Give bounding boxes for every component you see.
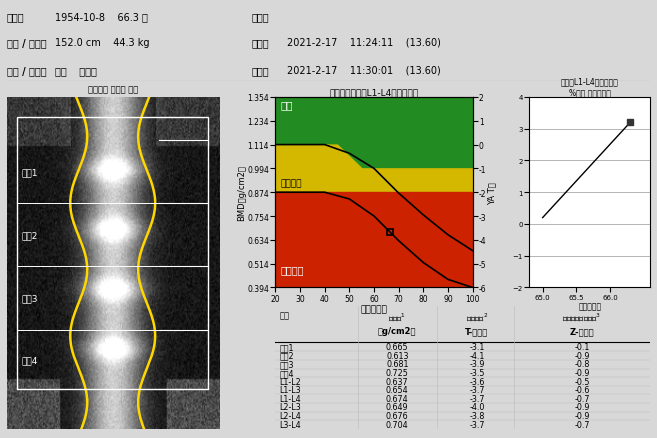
Text: 腰椎1: 腰椎1 <box>22 168 38 177</box>
Text: -0.9: -0.9 <box>574 368 590 377</box>
Text: 分析：: 分析： <box>251 66 269 75</box>
Text: -3.8: -3.8 <box>469 411 485 420</box>
Text: 骨密度$^{1}$: 骨密度$^{1}$ <box>388 310 406 322</box>
Text: -3.7: -3.7 <box>469 394 485 403</box>
Text: 0.676: 0.676 <box>386 411 409 420</box>
Text: -3.5: -3.5 <box>469 368 485 377</box>
Text: L1-L4: L1-L4 <box>279 394 301 403</box>
Text: -0.1: -0.1 <box>574 343 590 351</box>
Text: 骨质疏松: 骨质疏松 <box>281 265 304 275</box>
Text: 0.665: 0.665 <box>386 343 409 351</box>
Text: 腰椎1: 腰椎1 <box>279 343 294 351</box>
Text: 年轻成人$^{2}$: 年轻成人$^{2}$ <box>466 310 488 322</box>
Text: 0.649: 0.649 <box>386 403 409 411</box>
Y-axis label: BMD（g/cm2）: BMD（g/cm2） <box>237 165 246 221</box>
Text: -3.6: -3.6 <box>469 377 485 385</box>
Text: 0.725: 0.725 <box>386 368 409 377</box>
X-axis label: 年龄（岁）: 年龄（岁） <box>361 304 388 314</box>
Text: 女性    亚裔人: 女性 亚裔人 <box>55 66 97 75</box>
Text: 骨量减少: 骨量减少 <box>281 179 302 187</box>
Text: 性别 / 种族：: 性别 / 种族： <box>7 66 46 75</box>
Text: 1954-10-8    66.3 年: 1954-10-8 66.3 年 <box>55 12 148 22</box>
X-axis label: 年龄（岁）: 年龄（岁） <box>578 301 601 311</box>
Text: 测量：: 测量： <box>251 38 269 48</box>
Text: Z-值评分: Z-值评分 <box>570 326 595 335</box>
Text: 2021-2-17    11:30:01    (13.60): 2021-2-17 11:30:01 (13.60) <box>286 66 440 75</box>
Text: 身高 / 体重：: 身高 / 体重： <box>7 38 46 48</box>
Text: 与同年龄正常人群$^{3}$: 与同年龄正常人群$^{3}$ <box>562 310 602 322</box>
Text: 2021-2-17    11:24:11    (13.60): 2021-2-17 11:24:11 (13.60) <box>286 38 441 48</box>
Text: 0.654: 0.654 <box>386 385 409 394</box>
Text: 正位脊柱 骨密度 燃烁: 正位脊柱 骨密度 燃烁 <box>87 85 138 95</box>
Text: 腰椎3: 腰椎3 <box>22 294 38 303</box>
Bar <box>17 117 208 389</box>
Text: -3.7: -3.7 <box>469 420 485 428</box>
Text: 腰椎4: 腰椎4 <box>22 355 38 364</box>
Text: 0.704: 0.704 <box>386 420 409 428</box>
Title: 趋势：L1-L4（骨密度）
%变化 与基线比较: 趋势：L1-L4（骨密度） %变化 与基线比较 <box>561 77 619 97</box>
Text: （g/cm2）: （g/cm2） <box>378 326 417 335</box>
Text: 生日：: 生日： <box>7 12 24 22</box>
Text: -0.6: -0.6 <box>574 385 590 394</box>
Text: L2-L4: L2-L4 <box>279 411 301 420</box>
Title: 骨密度仪参考：L1-L4（骨密度）: 骨密度仪参考：L1-L4（骨密度） <box>329 88 419 97</box>
Text: 0.613: 0.613 <box>386 351 409 360</box>
Text: 152.0 cm    44.3 kg: 152.0 cm 44.3 kg <box>55 38 149 48</box>
Text: -3.1: -3.1 <box>469 343 485 351</box>
Text: -0.5: -0.5 <box>574 377 590 385</box>
Text: 医生：: 医生： <box>251 12 269 22</box>
Text: L3-L4: L3-L4 <box>279 420 301 428</box>
Text: 腰椎3: 腰椎3 <box>279 360 294 368</box>
Text: L1-L2: L1-L2 <box>279 377 301 385</box>
Text: -4.0: -4.0 <box>469 403 485 411</box>
Y-axis label: YA T值: YA T值 <box>487 181 497 204</box>
Text: 腰椎2: 腰椎2 <box>22 231 38 240</box>
Text: -0.7: -0.7 <box>574 420 590 428</box>
Text: -4.1: -4.1 <box>469 351 485 360</box>
Text: 腰椎4: 腰椎4 <box>279 368 294 377</box>
Text: -0.8: -0.8 <box>574 360 590 368</box>
Text: 0.674: 0.674 <box>386 394 409 403</box>
Text: 0.681: 0.681 <box>386 360 409 368</box>
Text: -3.9: -3.9 <box>469 360 485 368</box>
Text: -0.9: -0.9 <box>574 411 590 420</box>
Text: -3.7: -3.7 <box>469 385 485 394</box>
Text: L1-L3: L1-L3 <box>279 385 301 394</box>
Text: T-值评分: T-值评分 <box>465 326 489 335</box>
Text: 腰椎2: 腰椎2 <box>279 351 294 360</box>
Text: -0.9: -0.9 <box>574 351 590 360</box>
Text: -0.7: -0.7 <box>574 394 590 403</box>
Text: 区域: 区域 <box>279 310 289 319</box>
Text: 0.637: 0.637 <box>386 377 409 385</box>
Text: L2-L3: L2-L3 <box>279 403 301 411</box>
Text: 正常: 正常 <box>281 100 293 110</box>
Text: -0.9: -0.9 <box>574 403 590 411</box>
